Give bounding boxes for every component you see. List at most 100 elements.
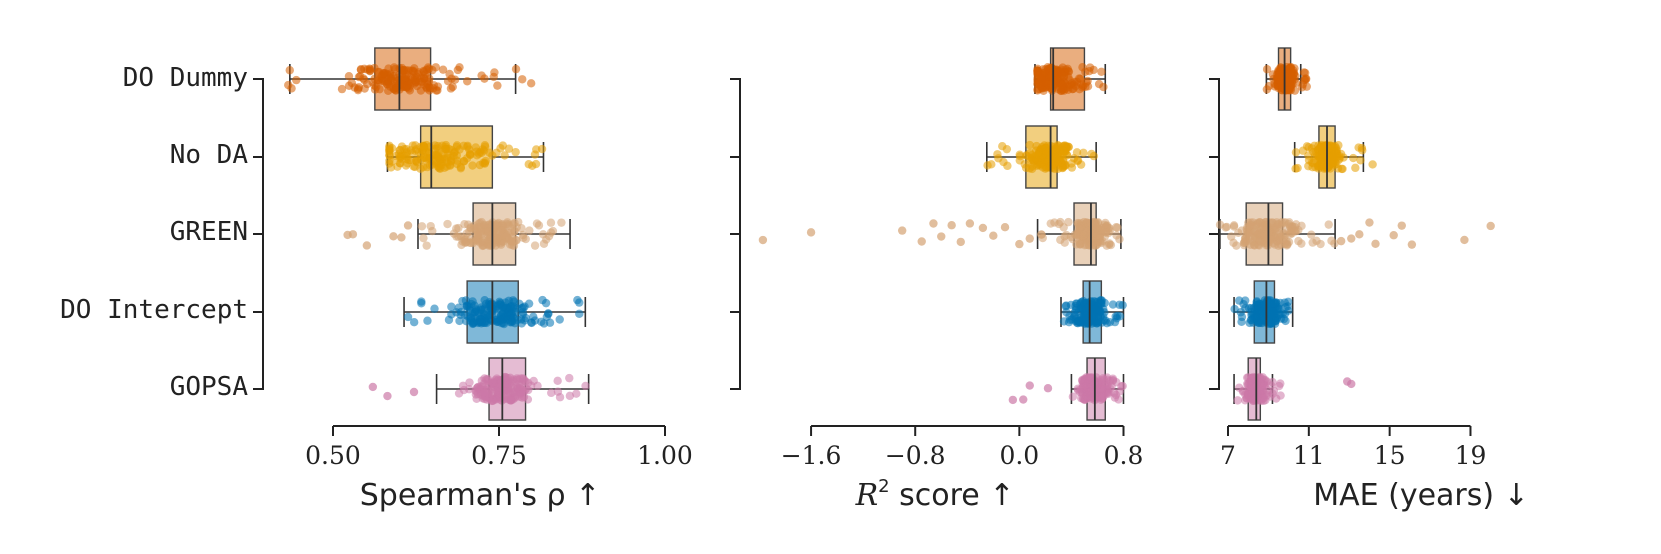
data-point [553, 376, 562, 386]
outlier-point [1008, 395, 1018, 405]
data-point [1312, 236, 1321, 246]
data-point [518, 75, 527, 84]
outlier-point [1407, 240, 1417, 249]
data-point [1233, 396, 1242, 405]
data-point [1083, 82, 1093, 91]
data-point [1079, 148, 1088, 158]
data-point [344, 81, 354, 90]
outlier-point [383, 391, 392, 401]
data-point [1068, 392, 1078, 401]
data-point [1259, 222, 1268, 231]
data-point [537, 144, 547, 154]
data-point [555, 393, 565, 402]
outlier-point [368, 382, 378, 392]
data-point [1025, 148, 1035, 158]
data-point [429, 84, 438, 93]
box-group [1233, 357, 1356, 421]
data-point [518, 230, 528, 240]
data-point [1092, 222, 1101, 231]
category-label-no-da: No DA [170, 140, 249, 170]
data-point [1247, 388, 1257, 398]
data-point [466, 313, 476, 323]
data-point [404, 155, 413, 165]
data-point [1316, 143, 1325, 153]
xlabel-r2-superscript: 2 [878, 476, 889, 497]
data-point [1284, 297, 1293, 306]
data-point [480, 74, 489, 83]
data-point [1038, 233, 1047, 243]
data-point [1274, 381, 1284, 391]
outlier-point [1019, 395, 1028, 404]
data-point [428, 226, 437, 236]
panel-spearman: 0.50 0.75 1.00 [253, 47, 693, 470]
data-point [1115, 235, 1124, 244]
data-point [452, 232, 461, 241]
data-point [387, 157, 397, 166]
category-label-gopsa: GOPSA [170, 372, 249, 402]
data-point [483, 389, 492, 398]
data-point [1334, 141, 1343, 150]
data-point [1260, 316, 1269, 325]
outlier-point [929, 219, 938, 228]
outlier-point [348, 230, 358, 239]
data-point [506, 302, 515, 312]
data-point [1349, 153, 1358, 163]
outlier-point [937, 232, 946, 241]
data-point [1115, 312, 1125, 321]
data-point [403, 312, 413, 322]
data-point [1368, 160, 1377, 169]
data-point [541, 298, 551, 308]
data-point [1118, 381, 1127, 391]
data-point [1330, 158, 1340, 167]
data-point [528, 161, 537, 171]
data-point [1095, 377, 1104, 387]
data-point [1072, 148, 1082, 157]
data-point [502, 232, 511, 242]
outlier-point [1043, 384, 1053, 393]
data-point [1033, 66, 1042, 75]
data-point [411, 146, 420, 155]
data-point [1060, 141, 1069, 150]
data-point [520, 316, 529, 325]
data-point [1078, 63, 1087, 72]
outlier-point [1486, 221, 1495, 231]
box-group [368, 357, 590, 421]
data-point [412, 158, 422, 167]
data-point [1025, 140, 1034, 150]
outlier-point [403, 221, 413, 230]
data-point [466, 223, 475, 232]
data-point [379, 69, 388, 78]
data-point [292, 75, 301, 85]
data-point [1059, 317, 1069, 326]
data-point [478, 305, 487, 315]
data-point [475, 238, 485, 247]
data-point [1028, 162, 1037, 171]
data-point [408, 74, 417, 83]
outlier-point [1336, 236, 1346, 246]
data-point [1246, 375, 1256, 385]
data-point [1291, 148, 1301, 157]
data-point [438, 65, 448, 74]
data-point [431, 63, 441, 72]
data-point [498, 141, 508, 150]
data-point [1015, 150, 1024, 159]
data-point [534, 221, 544, 230]
data-point [1298, 146, 1308, 155]
data-point [1324, 220, 1333, 229]
x-tick-label: 0.0 [999, 441, 1039, 470]
box-group [1262, 47, 1311, 111]
box-group [983, 125, 1099, 189]
data-point [1237, 312, 1247, 322]
data-point [399, 66, 408, 75]
data-point [1274, 70, 1284, 79]
data-point [511, 147, 520, 157]
box-group [1059, 280, 1127, 344]
data-point [500, 151, 509, 160]
data-point [1268, 389, 1277, 398]
data-point [511, 235, 521, 245]
data-point [382, 80, 392, 89]
data-point [1118, 300, 1127, 310]
data-point [484, 227, 493, 236]
data-point [524, 299, 534, 308]
outlier-point [1000, 222, 1010, 232]
